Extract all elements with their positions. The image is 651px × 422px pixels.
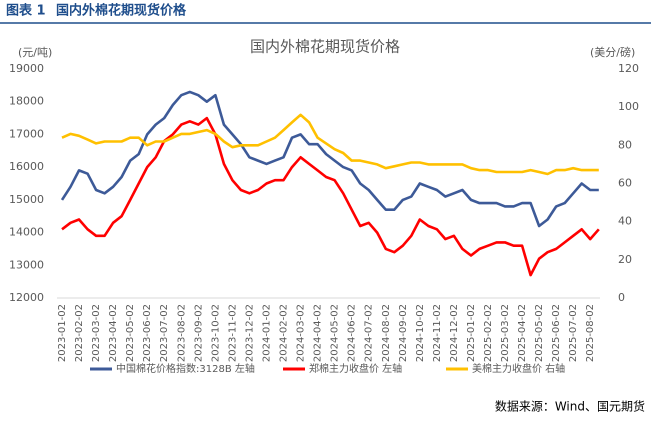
x-tick-label: 2024-06-02 bbox=[347, 304, 358, 362]
x-tick-label: 2023-01-02 bbox=[57, 304, 68, 362]
x-tick-label: 2024-09-02 bbox=[398, 304, 409, 362]
x-tick-label: 2024-01-02 bbox=[261, 304, 272, 362]
x-tick-label: 2023-09-02 bbox=[193, 304, 204, 362]
legend-label: 美棉主力收盘价 右轴 bbox=[472, 362, 565, 375]
y-tick-label: 19000 bbox=[9, 62, 44, 75]
x-tick-label: 2023-03-02 bbox=[91, 304, 102, 362]
x-tick-label: 2025-02-02 bbox=[483, 304, 494, 362]
x-tick-label: 2025-04-02 bbox=[517, 304, 528, 362]
y-tick-label: 17000 bbox=[9, 127, 44, 140]
y2-tick-label: 120 bbox=[618, 62, 639, 75]
y2-tick-label: 20 bbox=[618, 253, 632, 266]
source: 数据来源：Wind、国元期货 bbox=[495, 399, 645, 414]
y-axis-unit: (元/吨) bbox=[18, 46, 52, 59]
x-tick-label: 2024-10-02 bbox=[415, 304, 426, 362]
y2-tick-label: 0 bbox=[618, 291, 625, 304]
x-tick-label: 2024-03-02 bbox=[296, 304, 307, 362]
heading: 国内外棉花期现货价格 bbox=[56, 3, 187, 19]
x-tick-label: 2025-06-02 bbox=[551, 304, 562, 362]
y2-tick-label: 40 bbox=[618, 215, 632, 228]
x-tick-label: 2025-03-02 bbox=[500, 304, 511, 362]
legend-label: 郑棉主力收盘价 左轴 bbox=[309, 362, 402, 375]
y-tick-label: 18000 bbox=[9, 95, 44, 108]
x-tick-label: 2024-02-02 bbox=[279, 304, 290, 362]
x-tick-label: 2023-06-02 bbox=[142, 304, 153, 362]
x-tick-label: 2023-12-02 bbox=[244, 304, 255, 362]
x-tick-label: 2023-10-02 bbox=[210, 304, 221, 362]
legend-label: 中国棉花价格指数:3128B 左轴 bbox=[116, 362, 255, 375]
x-tick-label: 2024-05-02 bbox=[330, 304, 341, 362]
y-tick-label: 15000 bbox=[9, 193, 44, 206]
x-tick-label: 2025-01-02 bbox=[466, 304, 477, 362]
y-tick-label: 12000 bbox=[9, 291, 44, 304]
x-tick-label: 2025-07-02 bbox=[568, 304, 579, 362]
y-tick-label: 16000 bbox=[9, 160, 44, 173]
y-tick-label: 13000 bbox=[9, 258, 44, 271]
x-tick-label: 2024-12-02 bbox=[449, 304, 460, 362]
chart-title: 国内外棉花期现货价格 bbox=[250, 38, 400, 56]
x-tick-label: 2023-05-02 bbox=[125, 304, 136, 362]
series-line bbox=[61, 116, 600, 277]
y2-axis-unit: (美分/磅) bbox=[590, 45, 635, 59]
y2-tick-label: 60 bbox=[618, 177, 632, 190]
x-tick-label: 2023-08-02 bbox=[176, 304, 187, 362]
x-tick-label: 2023-07-02 bbox=[159, 304, 170, 362]
y-tick-label: 14000 bbox=[9, 226, 44, 239]
series-line bbox=[60, 90, 599, 228]
y2-tick-label: 80 bbox=[618, 138, 632, 151]
x-tick-label: 2025-05-02 bbox=[534, 304, 545, 362]
y2-tick-label: 100 bbox=[618, 100, 639, 113]
series-line bbox=[61, 113, 599, 176]
figure-label: 图表 1 bbox=[6, 3, 46, 19]
x-tick-label: 2023-04-02 bbox=[108, 304, 119, 362]
x-tick-label: 2023-11-02 bbox=[227, 304, 238, 362]
x-tick-label: 2024-11-02 bbox=[432, 304, 443, 362]
x-tick-label: 2025-08-02 bbox=[585, 304, 596, 362]
x-tick-label: 2024-08-02 bbox=[381, 304, 392, 362]
x-tick-label: 2024-07-02 bbox=[364, 304, 375, 362]
x-tick-label: 2023-02-02 bbox=[74, 304, 85, 362]
x-tick-label: 2024-04-02 bbox=[313, 304, 324, 362]
